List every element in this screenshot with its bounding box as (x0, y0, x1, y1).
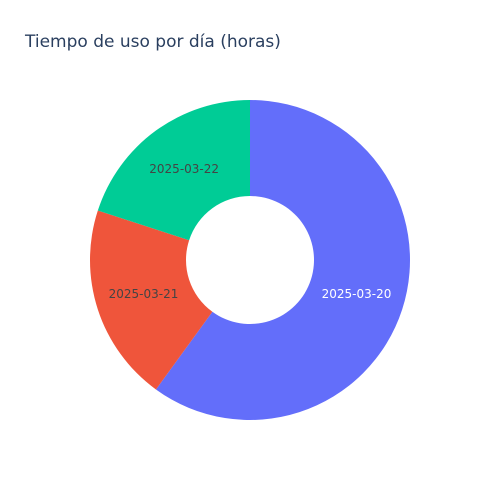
donut-slice-2025-03-22[interactable] (97, 100, 250, 241)
donut-slice-2025-03-20[interactable] (155, 100, 410, 421)
slice-label-2025-03-22: 2025-03-22 (149, 162, 219, 176)
slice-label-2025-03-21: 2025-03-21 (109, 287, 179, 301)
chart-title: Tiempo de uso por día (horas) (25, 32, 281, 52)
donut-slice-2025-03-21[interactable] (90, 210, 213, 390)
slice-label-2025-03-20: 2025-03-20 (322, 287, 392, 301)
